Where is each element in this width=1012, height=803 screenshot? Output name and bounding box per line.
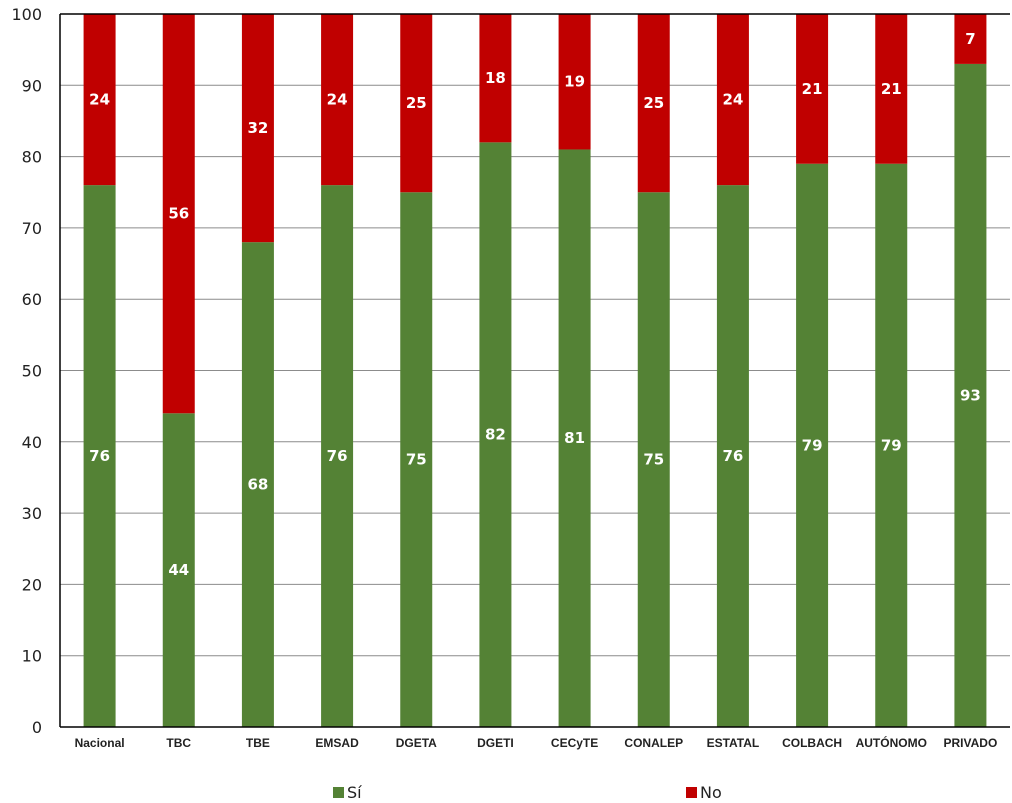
x-tick-label-tbe: TBE bbox=[246, 736, 270, 750]
data-label-no-nacional: 24 bbox=[89, 91, 110, 109]
bar-no-emsad bbox=[321, 14, 354, 186]
data-label-no-dgeti: 18 bbox=[485, 69, 506, 87]
data-label-si-nacional: 76 bbox=[89, 447, 110, 465]
data-label-si-privado: 93 bbox=[960, 386, 981, 404]
x-tick-label-nacional: Nacional bbox=[75, 736, 125, 750]
data-label-no-cecyte: 19 bbox=[564, 73, 585, 91]
bar-si-tbc bbox=[162, 413, 195, 727]
data-label-si-autónomo: 79 bbox=[881, 436, 902, 454]
x-tick-label-tbc: TBC bbox=[166, 736, 191, 750]
bar-si-colbach bbox=[796, 163, 829, 728]
bar-no-cecyte bbox=[558, 14, 591, 150]
bar-si-emsad bbox=[321, 185, 354, 727]
data-label-si-cecyte: 81 bbox=[564, 429, 585, 447]
y-tick-label: 40 bbox=[22, 433, 42, 452]
legend-swatch-no bbox=[686, 787, 697, 798]
bar-no-tbe bbox=[241, 14, 274, 243]
bar-no-estatal bbox=[716, 14, 749, 186]
data-label-si-colbach: 79 bbox=[802, 436, 823, 454]
data-label-si-tbe: 68 bbox=[247, 476, 268, 494]
data-label-no-dgeta: 25 bbox=[406, 94, 427, 112]
data-label-si-dgeta: 75 bbox=[406, 451, 427, 469]
bar-si-tbe bbox=[241, 242, 274, 727]
y-tick-label: 30 bbox=[22, 504, 42, 523]
axes: 0 10 20 30 40 50 60 70 80 90 100 Nacional TBC TBE EMSA… bbox=[11, 5, 1010, 750]
y-tick-label: 80 bbox=[22, 148, 42, 167]
data-label-si-estatal: 76 bbox=[722, 447, 743, 465]
bar-si-nacional bbox=[83, 185, 116, 727]
data-label-no-emsad: 24 bbox=[327, 91, 348, 109]
bar-si-conalep bbox=[637, 192, 670, 727]
legend-label-si: Sí bbox=[347, 783, 362, 802]
x-tick-label-autónomo: AUTÓNOMO bbox=[856, 735, 927, 750]
x-tick-label-cecyte: CECyTE bbox=[551, 736, 598, 750]
bar-si-estatal bbox=[716, 185, 749, 727]
y-tick-label: 60 bbox=[22, 290, 42, 309]
bar-si-cecyte bbox=[558, 149, 591, 728]
data-label-no-tbc: 56 bbox=[168, 205, 189, 223]
data-label-si-tbc: 44 bbox=[168, 561, 189, 579]
x-tick-label-estatal: ESTATAL bbox=[707, 736, 760, 750]
data-labels: 76 24 44 56 68 32 76 24 75 25 82 18 81 19 75 25 76 24 79 21… bbox=[89, 30, 981, 579]
bar-si-autónomo bbox=[875, 163, 908, 728]
legend-label-no: No bbox=[700, 783, 722, 802]
x-tick-label-privado: PRIVADO bbox=[944, 736, 998, 750]
bar-no-colbach bbox=[796, 14, 829, 164]
y-tick-label: 90 bbox=[22, 76, 42, 95]
bar-si-dgeti bbox=[479, 142, 512, 728]
x-tick-label-dgeta: DGETA bbox=[396, 736, 437, 750]
x-tick-label-conalep: CONALEP bbox=[624, 736, 683, 750]
bar-no-nacional bbox=[83, 14, 116, 186]
data-label-si-conalep: 75 bbox=[643, 451, 664, 469]
bar-no-privado bbox=[954, 14, 987, 64]
bar-si-dgeta bbox=[400, 192, 433, 727]
y-tick-label: 70 bbox=[22, 219, 42, 238]
y-tick-label: 0 bbox=[32, 718, 42, 737]
bar-no-conalep bbox=[637, 14, 670, 193]
data-label-no-tbe: 32 bbox=[247, 119, 268, 137]
data-label-no-conalep: 25 bbox=[643, 94, 664, 112]
x-tick-label-emsad: EMSAD bbox=[315, 736, 359, 750]
bars bbox=[83, 14, 987, 728]
y-tick-label: 100 bbox=[11, 5, 42, 24]
bar-no-dgeta bbox=[400, 14, 433, 193]
data-label-no-colbach: 21 bbox=[802, 80, 823, 98]
legend-swatch-si bbox=[333, 787, 344, 798]
legend: Sí No bbox=[333, 783, 722, 802]
y-tick-label: 20 bbox=[22, 575, 42, 594]
data-label-si-emsad: 76 bbox=[327, 447, 348, 465]
y-tick-label: 50 bbox=[22, 362, 42, 381]
bar-no-tbc bbox=[162, 14, 195, 414]
data-label-no-estatal: 24 bbox=[722, 91, 743, 109]
data-label-no-privado: 7 bbox=[965, 30, 975, 48]
bar-no-autónomo bbox=[875, 14, 908, 164]
x-tick-label-colbach: COLBACH bbox=[782, 736, 842, 750]
bar-si-privado bbox=[954, 63, 987, 728]
x-tick-label-dgeti: DGETI bbox=[477, 736, 514, 750]
gridlines bbox=[60, 13, 1010, 657]
data-label-si-dgeti: 82 bbox=[485, 426, 506, 444]
bar-no-dgeti bbox=[479, 14, 512, 143]
data-label-no-autónomo: 21 bbox=[881, 80, 902, 98]
y-tick-label: 10 bbox=[22, 647, 42, 666]
